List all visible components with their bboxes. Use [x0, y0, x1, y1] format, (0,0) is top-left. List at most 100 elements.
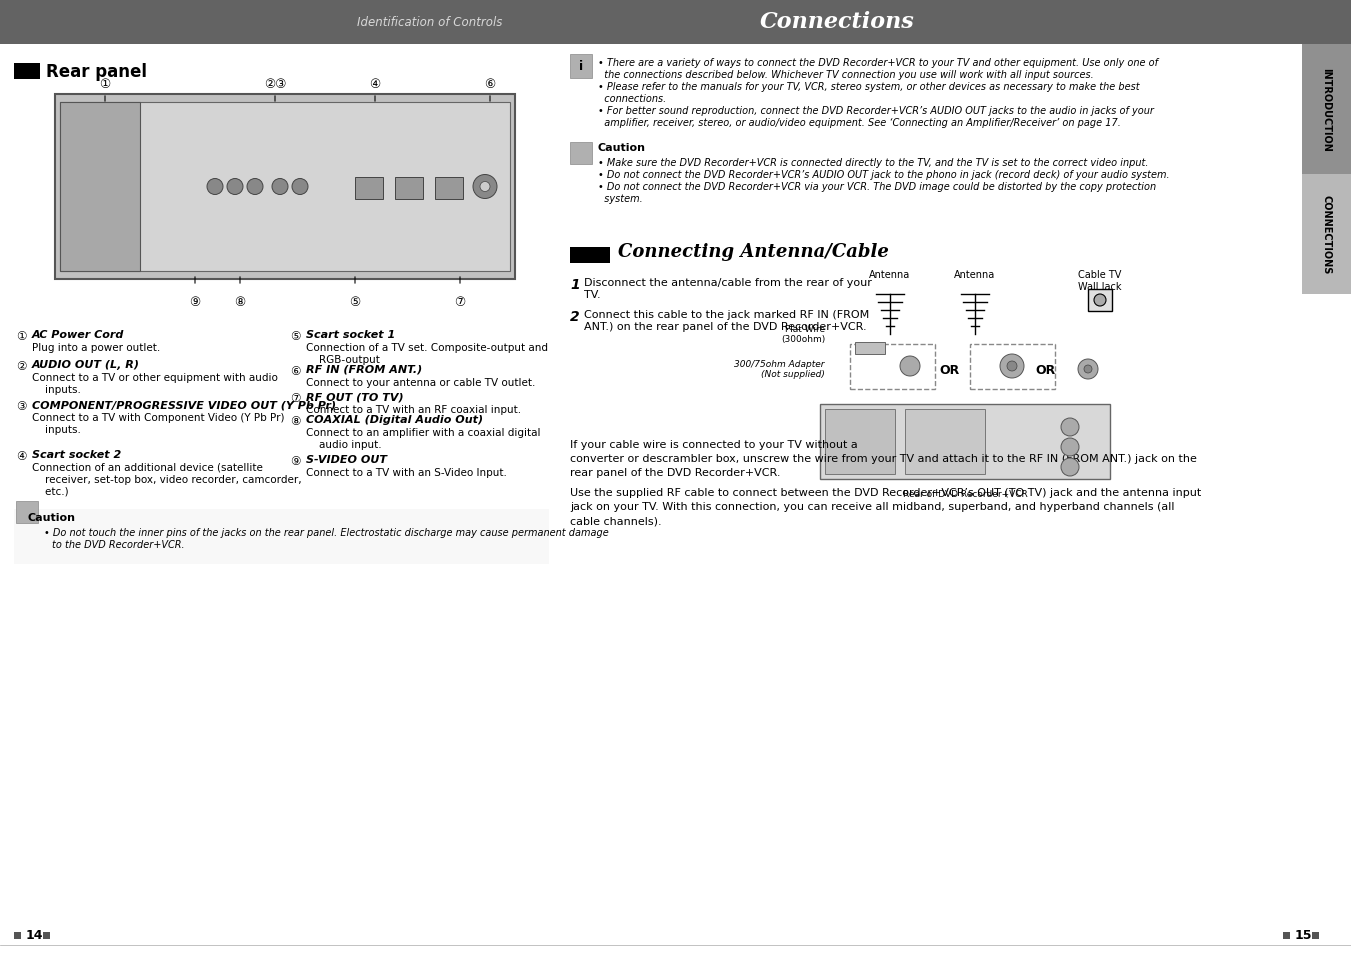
Text: ①: ① [100, 77, 111, 91]
Text: • For better sound reproduction, connect the DVD Recorder+VCR’s AUDIO OUT jacks : • For better sound reproduction, connect… [598, 106, 1154, 116]
Bar [0, 0, 1351, 45]
Text: Caution: Caution [598, 143, 646, 152]
Text: Identification of Controls: Identification of Controls [357, 16, 503, 29]
Text: RF OUT (TO TV): RF OUT (TO TV) [305, 392, 404, 401]
Bar [59, 103, 141, 272]
Bar [1302, 45, 1351, 174]
Text: to the DVD Recorder+VCR.: to the DVD Recorder+VCR. [51, 539, 185, 550]
Bar [59, 103, 509, 272]
Circle shape [1078, 359, 1098, 379]
Text: AUDIO OUT (L, R): AUDIO OUT (L, R) [32, 359, 141, 370]
Circle shape [473, 175, 497, 199]
Text: Connecting Antenna/Cable: Connecting Antenna/Cable [617, 243, 889, 261]
Text: INTRODUCTION: INTRODUCTION [1321, 68, 1332, 152]
Text: Connect to a TV or other equipment with audio
    inputs.: Connect to a TV or other equipment with … [32, 373, 278, 395]
Text: ⑨: ⑨ [189, 295, 201, 308]
Text: ⑧: ⑧ [290, 415, 300, 428]
Text: Connections: Connections [761, 11, 915, 33]
Text: amplifier, receiver, stereo, or audio/video equipment. See ‘Connecting an Amplif: amplifier, receiver, stereo, or audio/vi… [598, 118, 1121, 128]
Circle shape [1000, 355, 1024, 378]
Bar [855, 343, 885, 355]
Circle shape [227, 179, 243, 195]
Text: Rear of DVD Recorder+VCR: Rear of DVD Recorder+VCR [902, 490, 1027, 498]
Bar [1312, 932, 1319, 939]
Text: jack on your TV. With this connection, you can receive all midband, superband, a: jack on your TV. With this connection, y… [570, 501, 1174, 512]
Text: ④: ④ [16, 450, 27, 462]
Text: ②: ② [16, 359, 27, 373]
Bar [55, 95, 515, 280]
Text: • Make sure the DVD Recorder+VCR is connected directly to the TV, and the TV is : • Make sure the DVD Recorder+VCR is conn… [598, 158, 1148, 168]
Bar [394, 177, 423, 199]
Text: Connect to a TV with an S-Video Input.: Connect to a TV with an S-Video Input. [305, 468, 507, 477]
Text: • Please refer to the manuals for your TV, VCR, stereo system, or other devices : • Please refer to the manuals for your T… [598, 82, 1140, 91]
Circle shape [480, 182, 490, 193]
Text: ④: ④ [369, 77, 381, 91]
Circle shape [247, 179, 263, 195]
Bar [1088, 290, 1112, 312]
Text: ⑤: ⑤ [350, 295, 361, 308]
Text: Antenna: Antenna [870, 270, 911, 280]
Circle shape [1006, 361, 1017, 372]
Circle shape [1084, 366, 1092, 374]
Text: system.: system. [598, 193, 643, 204]
Text: ⑥: ⑥ [485, 77, 496, 91]
Text: • Do not touch the inner pins of the jacks on the rear panel. Electrostatic disc: • Do not touch the inner pins of the jac… [45, 527, 609, 537]
Text: 2: 2 [570, 310, 580, 324]
Text: ③: ③ [16, 399, 27, 413]
Text: COAXIAL (Digital Audio Out): COAXIAL (Digital Audio Out) [305, 415, 484, 424]
Circle shape [207, 179, 223, 195]
Circle shape [1061, 458, 1079, 476]
Circle shape [292, 179, 308, 195]
Bar [1302, 174, 1351, 294]
Bar [14, 64, 41, 80]
Text: ②③: ②③ [263, 77, 286, 91]
Text: Caution: Caution [27, 513, 76, 522]
Circle shape [1061, 438, 1079, 456]
Bar [570, 143, 592, 165]
Text: • There are a variety of ways to connect the DVD Recorder+VCR to your TV and oth: • There are a variety of ways to connect… [598, 58, 1158, 68]
Text: converter or descrambler box, unscrew the wire from your TV and attach it to the: converter or descrambler box, unscrew th… [570, 454, 1197, 463]
Text: ①: ① [16, 330, 27, 343]
Text: ⑦: ⑦ [454, 295, 466, 308]
Text: If your cable wire is connected to your TV without a: If your cable wire is connected to your … [570, 439, 858, 450]
Bar [570, 248, 611, 264]
Text: ⑨: ⑨ [290, 455, 300, 468]
Circle shape [272, 179, 288, 195]
Circle shape [900, 356, 920, 376]
Text: Scart socket 2: Scart socket 2 [32, 450, 122, 459]
Text: OR: OR [1035, 363, 1055, 376]
Text: Rear panel: Rear panel [46, 63, 147, 81]
Text: Connect this cable to the jack marked RF IN (FROM
ANT.) on the rear panel of the: Connect this cable to the jack marked RF… [584, 310, 869, 332]
Text: Flat Wire
(300ohm): Flat Wire (300ohm) [781, 325, 825, 344]
Text: 14: 14 [26, 928, 43, 942]
Text: CONNECTIONS: CONNECTIONS [1321, 195, 1332, 274]
Text: COMPONENT/PROGRESSIVE VIDEO OUT (Y Pb Pr): COMPONENT/PROGRESSIVE VIDEO OUT (Y Pb Pr… [32, 399, 336, 410]
Bar [1283, 932, 1290, 939]
Bar [970, 345, 1055, 390]
Text: connections.: connections. [598, 94, 666, 104]
Bar [850, 345, 935, 390]
Text: ⑤: ⑤ [290, 330, 300, 343]
Text: Connect to your antenna or cable TV outlet.: Connect to your antenna or cable TV outl… [305, 377, 535, 388]
Text: AC Power Cord: AC Power Cord [32, 330, 124, 339]
Circle shape [1094, 294, 1106, 307]
Text: Cable TV
Wall Jack: Cable TV Wall Jack [1078, 270, 1121, 292]
Bar [905, 410, 985, 475]
Text: • Do not connect the DVD Recorder+VCR via your VCR. The DVD image could be disto: • Do not connect the DVD Recorder+VCR vi… [598, 182, 1156, 192]
Bar [570, 55, 592, 79]
Bar [355, 177, 382, 199]
Text: Connection of an additional device (satellite
    receiver, set-top box, video r: Connection of an additional device (sate… [32, 462, 301, 496]
Text: Antenna: Antenna [954, 270, 996, 280]
Text: Disconnect the antenna/cable from the rear of your
TV.: Disconnect the antenna/cable from the re… [584, 277, 871, 299]
Text: Connect to a TV with an RF coaxial input.: Connect to a TV with an RF coaxial input… [305, 405, 521, 415]
Text: Use the supplied RF cable to connect between the DVD Recorder+VCR’s OUT (TO TV) : Use the supplied RF cable to connect bet… [570, 488, 1201, 497]
Text: 15: 15 [1296, 928, 1313, 942]
Text: Connect to an amplifier with a coaxial digital
    audio input.: Connect to an amplifier with a coaxial d… [305, 428, 540, 449]
Bar [43, 932, 50, 939]
Bar [820, 405, 1111, 479]
Bar [825, 410, 894, 475]
Text: ⑥: ⑥ [290, 365, 300, 377]
Text: 1: 1 [570, 277, 580, 292]
Text: S-VIDEO OUT: S-VIDEO OUT [305, 455, 386, 464]
Circle shape [1061, 418, 1079, 436]
